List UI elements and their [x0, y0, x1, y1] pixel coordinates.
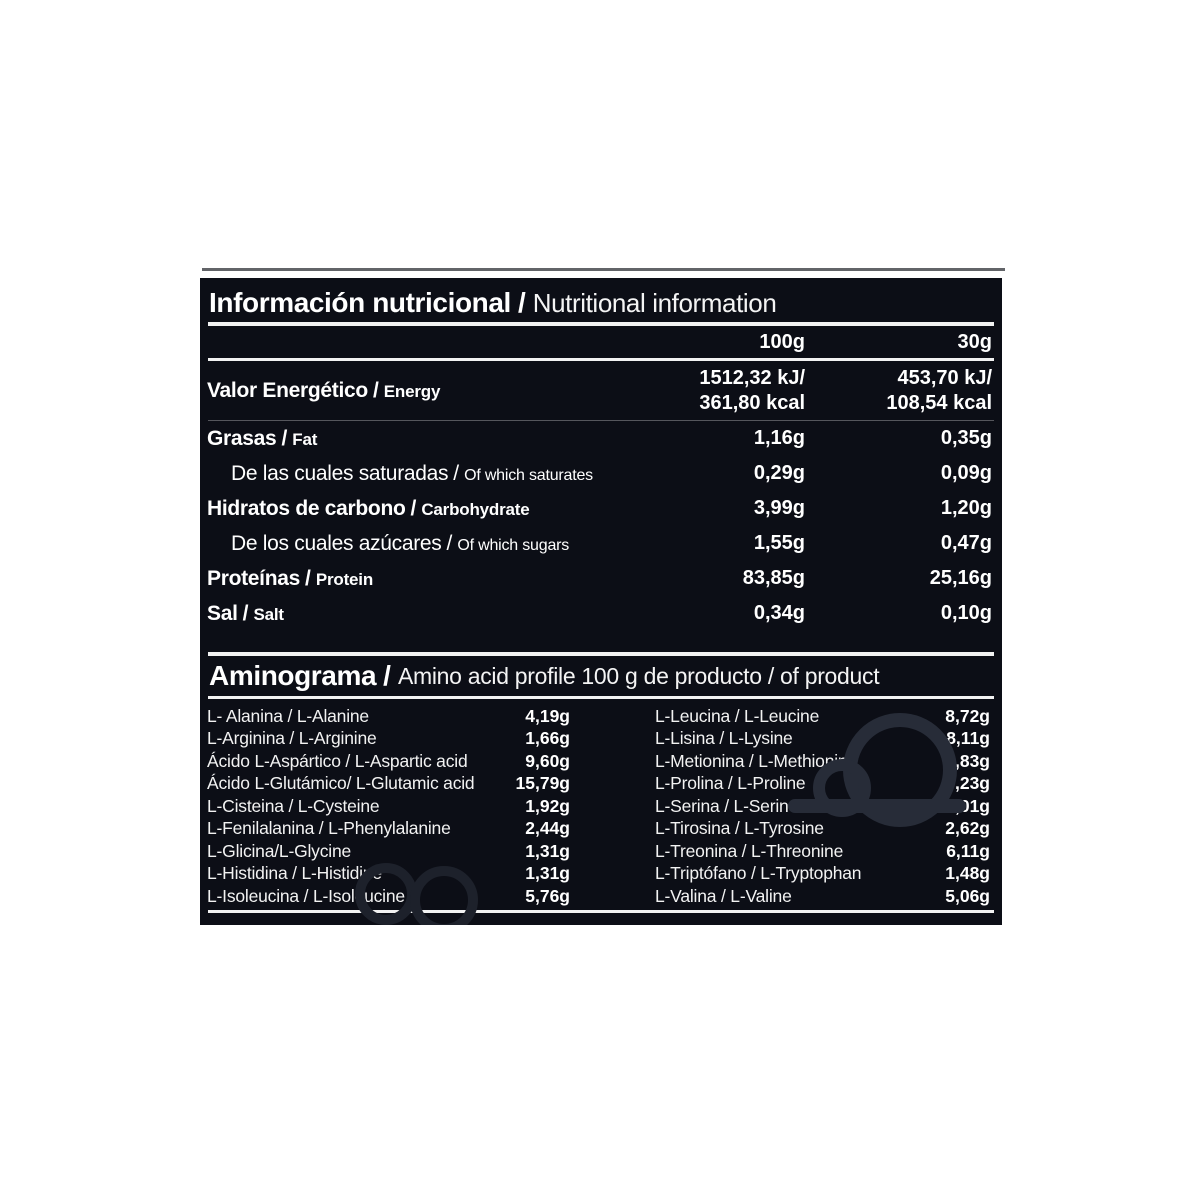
section-title-amino: Aminograma / Amino acid profile 100 g de…: [207, 656, 995, 696]
amino-title-es: Aminograma: [209, 660, 377, 691]
value-100g: 83,85g: [742, 567, 805, 589]
row-label: Proteínas / Protein: [207, 566, 374, 590]
value-30g: 0,47g: [940, 532, 992, 554]
amino-row: L-Leucina / L-Leucine 8,72g: [655, 705, 990, 726]
column-header-30g: 30g: [957, 330, 992, 353]
table-row-saturates: De las cuales saturadas / Of which saturat…: [207, 456, 995, 491]
row-label: De los cuales azúcares / Of which sugars: [231, 531, 570, 555]
value-30g: 0,10g: [940, 602, 992, 624]
title-en: Nutritional information: [532, 288, 777, 318]
value-30g: 0,35g: [940, 427, 992, 449]
table-row-sugars: De los cuales azúcares / Of which sugars 1…: [207, 526, 995, 561]
amino-table: L- Alanina / L-Alanine 4,19g L-Arginina /…: [207, 705, 995, 907]
amino-row: L-Prolina / L-Proline 5,23g: [655, 773, 990, 793]
row-label: Hidratos de carbono / Carbohydrate: [207, 496, 530, 520]
value-100g: 1,55g: [753, 532, 805, 554]
table-row-protein: Proteínas / Protein 83,85g 25,16g: [207, 561, 995, 596]
title-es: Información nutricional: [209, 287, 511, 318]
value-30g: 1,20g: [940, 497, 992, 519]
amino-column-gap: [570, 705, 655, 907]
amino-row: L-Triptófano / L-Tryptophan 1,48g: [655, 863, 990, 883]
table-row-fat: Grasas / Fat 1,16g 0,35g: [207, 421, 995, 456]
value-100g: 0,34g: [753, 602, 805, 624]
nutrition-label-panel: Información nutricional / Nutritional in…: [200, 278, 1002, 925]
table-row-salt: Sal / Salt 0,34g 0,10g: [207, 596, 995, 631]
divider: [208, 358, 994, 361]
amino-row: L-Tirosina / L-Tyrosine 2,62g: [655, 818, 990, 838]
amino-row: L-Isoleucina / L-Isoleucine 5,76g: [207, 885, 570, 906]
value-100g: 1512,32 kJ/ 361,80 kcal: [699, 366, 805, 414]
amino-row: L-Glicina/L-Glycine 1,31g: [207, 840, 570, 861]
title-separator: /: [517, 287, 526, 318]
divider: [208, 322, 994, 326]
value-100g: 0,29g: [753, 462, 805, 484]
amino-row: L-Treonina / L-Threonine 6,11g: [655, 840, 990, 861]
amino-row: L-Lisina / L-Lysine 8,11g: [655, 728, 990, 748]
column-header-100g: 100g: [759, 330, 805, 353]
amino-column-right: L-Leucina / L-Leucine 8,72g L-Lisina / L-…: [655, 705, 990, 907]
value-30g: 25,16g: [929, 567, 992, 589]
value-100g: 1,16g: [753, 427, 805, 449]
divider: [208, 652, 994, 656]
row-label: Sal / Salt: [207, 601, 284, 625]
amino-column-left: L- Alanina / L-Alanine 4,19g L-Arginina /…: [207, 705, 570, 907]
amino-row: L-Fenilalanina / L-Phenylalanine 2,44g: [207, 818, 570, 838]
section-title-nutrition: Información nutricional / Nutritional in…: [207, 278, 995, 322]
divider: [208, 696, 994, 699]
value-30g: 0,09g: [940, 462, 992, 484]
amino-row: L-Histidina / L-Histidine 1,31g: [207, 863, 570, 883]
row-label: De las cuales saturadas / Of which saturat…: [231, 461, 593, 485]
value-100g: 3,99g: [753, 497, 805, 519]
amino-row: L-Serina / L-Serine 4,01g: [655, 795, 990, 816]
amino-title-en: Amino acid profile 100 g de producto / o…: [397, 662, 880, 689]
amino-row: Ácido L-Glutámico/ L-Glutamic acid 15,79g: [207, 773, 570, 793]
table-row-energy: Valor Energético / Energy 1512,32 kJ/ 361,…: [207, 361, 995, 420]
amino-row: L- Alanina / L-Alanine 4,19g: [207, 705, 570, 726]
value-30g: 453,70 kJ/ 108,54 kcal: [886, 366, 992, 414]
amino-row: L-Arginina / L-Arginine 1,66g: [207, 728, 570, 748]
amino-row: L-Cisteina / L-Cysteine 1,92g: [207, 795, 570, 816]
amino-row: L-Valina / L-Valine 5,06g: [655, 885, 990, 906]
amino-title-separator: /: [383, 660, 391, 691]
divider-faint: [208, 420, 994, 421]
table-row-carbohydrate: Hidratos de carbono / Carbohydrate 3,99g 1…: [207, 491, 995, 526]
amino-row: L-Metionina / L-Methionine 1,83g: [655, 750, 990, 771]
column-header-row: 100g 30g: [207, 326, 995, 358]
row-label: Grasas / Fat: [207, 426, 318, 450]
amino-row: Ácido L-Aspártico / L-Aspartic acid 9,60g: [207, 750, 570, 771]
row-label: Valor Energético / Energy: [207, 378, 441, 402]
divider-bottom: [208, 910, 994, 913]
top-hairline: [202, 268, 1005, 271]
